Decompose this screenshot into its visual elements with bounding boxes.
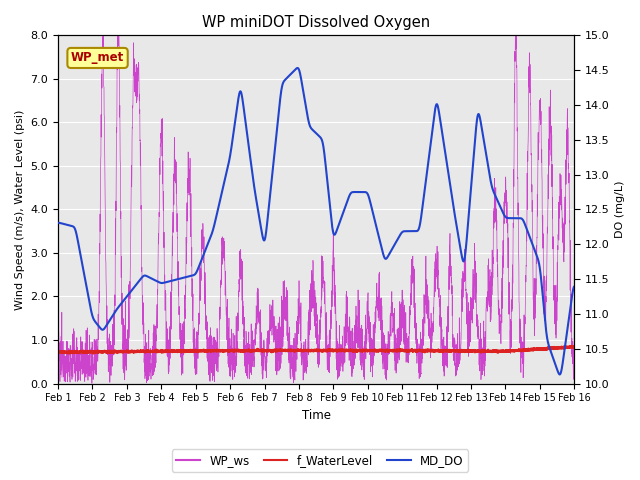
- Legend: WP_ws, f_WaterLevel, MD_DO: WP_ws, f_WaterLevel, MD_DO: [172, 449, 468, 472]
- Title: WP miniDOT Dissolved Oxygen: WP miniDOT Dissolved Oxygen: [202, 15, 430, 30]
- Y-axis label: Wind Speed (m/s), Water Level (psi): Wind Speed (m/s), Water Level (psi): [15, 109, 25, 310]
- Y-axis label: DO (mg/L): DO (mg/L): [615, 180, 625, 238]
- X-axis label: Time: Time: [301, 409, 331, 422]
- Text: WP_met: WP_met: [71, 51, 124, 64]
